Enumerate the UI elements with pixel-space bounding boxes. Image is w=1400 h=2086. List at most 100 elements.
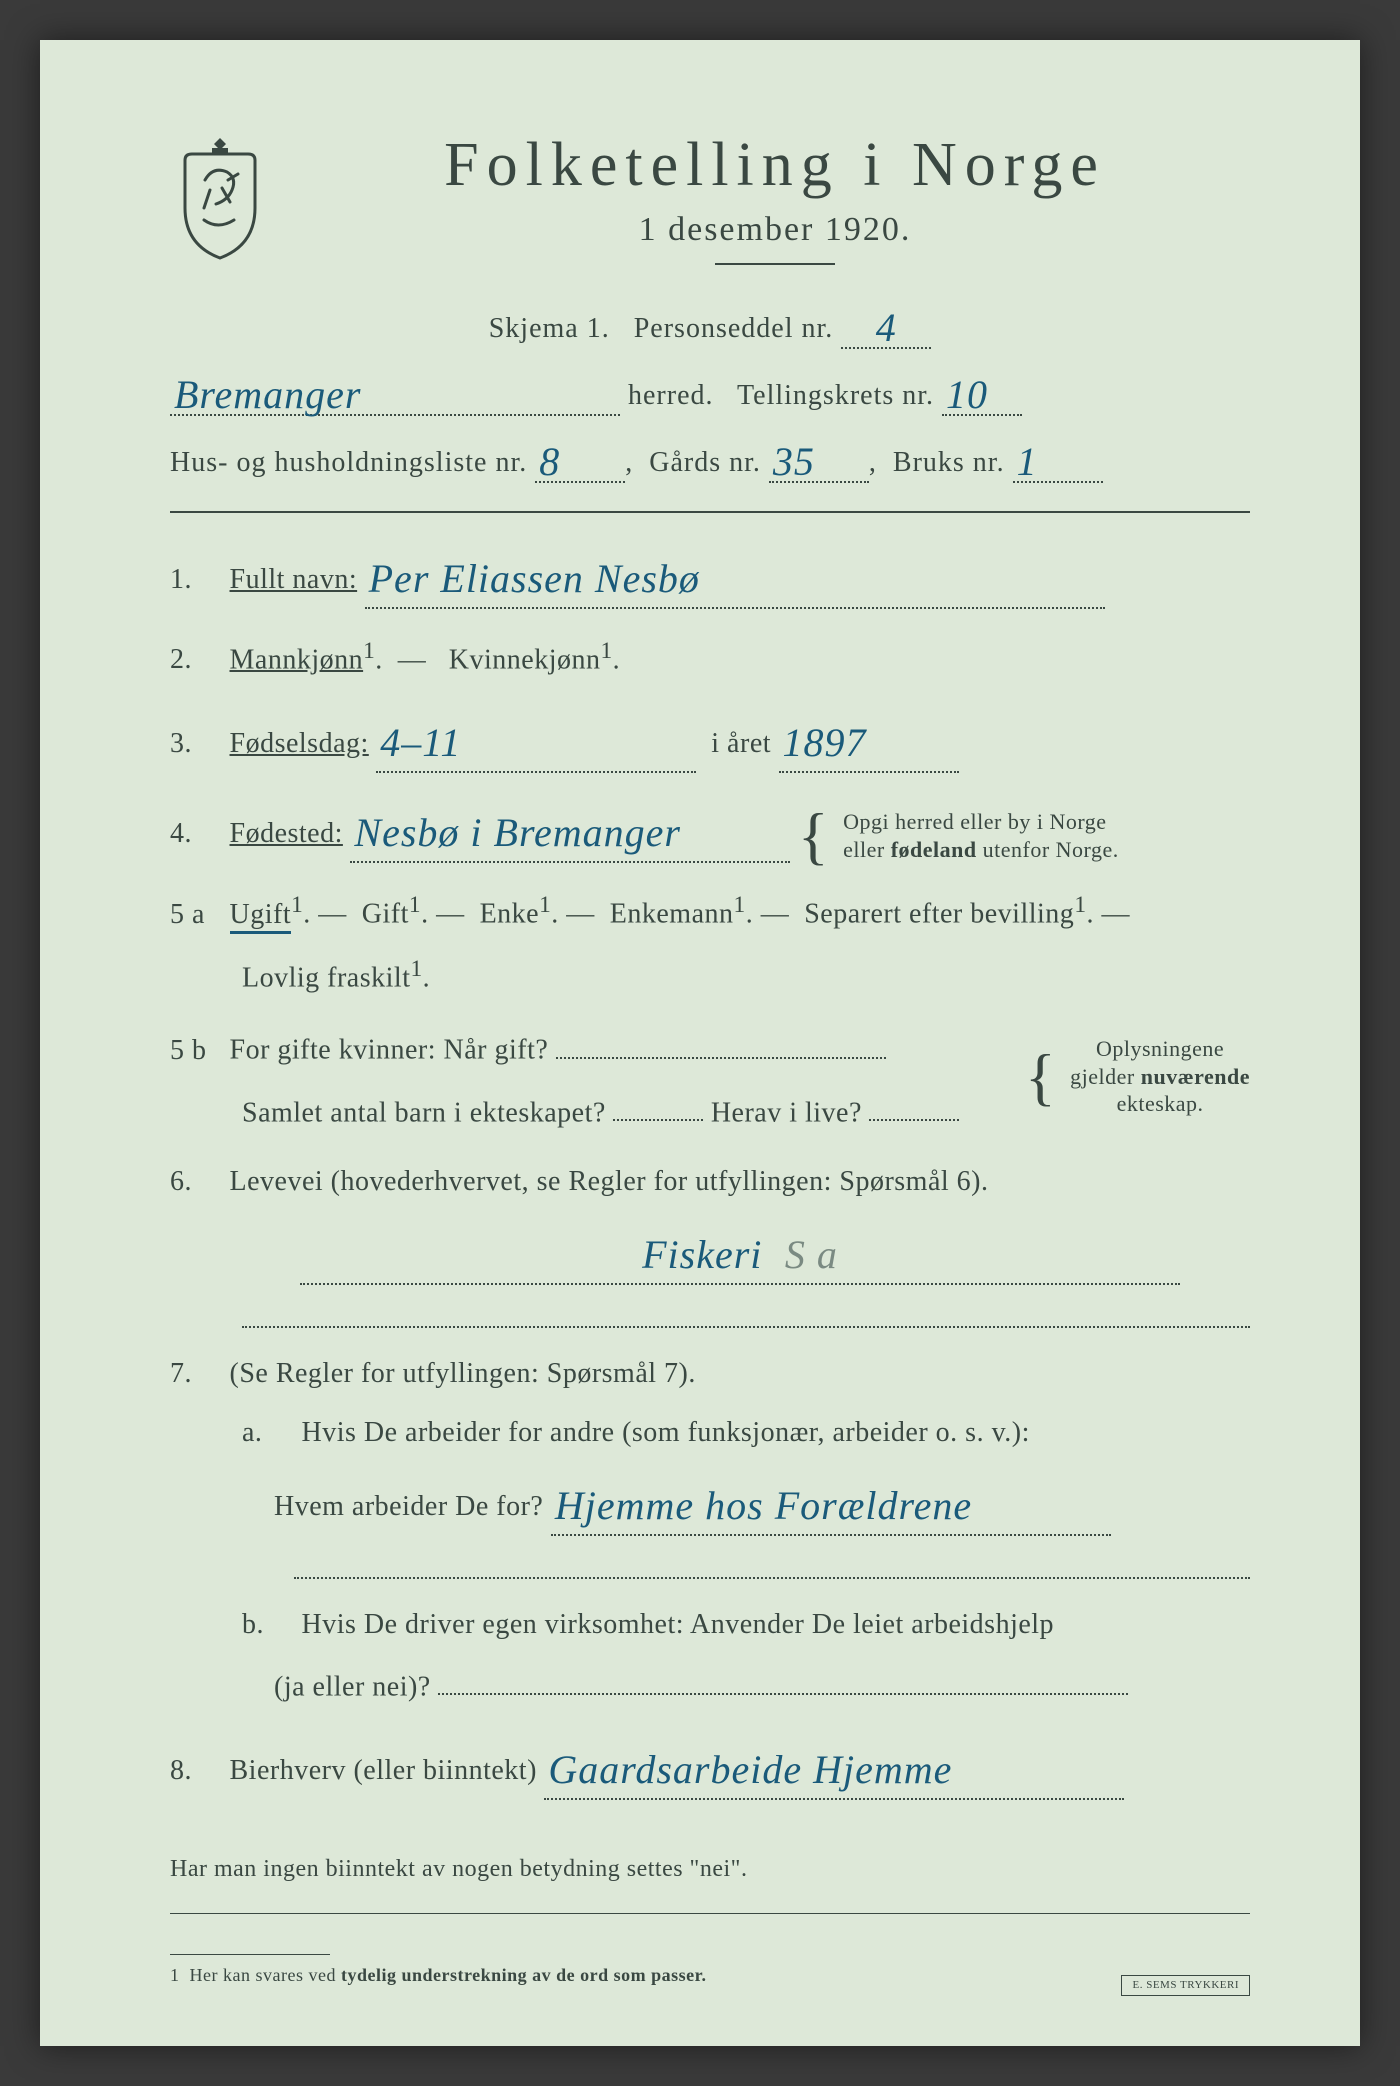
meta-block: Skjema 1. Personseddel nr. 4 Bremanger h… bbox=[170, 300, 1250, 483]
personseddel-label: Personseddel nr. bbox=[634, 313, 834, 344]
q6-value: Fiskeri bbox=[642, 1232, 762, 1277]
q7b-l1-text: Hvis De driver egen virksomhet: Anvender… bbox=[302, 1609, 1055, 1640]
gards-nr: 35 bbox=[773, 439, 815, 484]
q5b-note: Oplysningene gjelder nuværende ekteskap. bbox=[1070, 1035, 1250, 1118]
q2: 2. Mannkjønn1. — Kvinnekjønn1. bbox=[170, 633, 1250, 683]
q7b-num: b. bbox=[242, 1603, 294, 1648]
sup: 1 bbox=[1074, 892, 1086, 918]
q6-value2: S a bbox=[785, 1232, 838, 1277]
q5b-note-l1: Oplysningene bbox=[1096, 1036, 1224, 1061]
q5a-gift: Gift bbox=[362, 899, 409, 930]
husliste-label: Hus- og husholdningsliste nr. bbox=[170, 447, 527, 478]
q8-num: 8. bbox=[170, 1749, 222, 1794]
bottom-note: Har man ingen biinntekt av nogen betydni… bbox=[170, 1850, 1250, 1888]
q7: 7. (Se Regler for utfyllingen: Spørsmål … bbox=[170, 1352, 1250, 1397]
q5a: 5 a Ugift1. — Gift1. — Enke1. — Enkemann… bbox=[170, 887, 1250, 937]
q3-day: 4–11 bbox=[380, 720, 461, 765]
census-form-page: Folketelling i Norge 1 desember 1920. Sk… bbox=[40, 40, 1360, 2046]
sup: 1 bbox=[291, 892, 303, 918]
q7a-value: Hjemme hos Forældrene bbox=[555, 1483, 972, 1528]
q5a-enkemann: Enkemann bbox=[610, 899, 734, 930]
page-subtitle: 1 desember 1920. bbox=[300, 211, 1250, 249]
q4-value: Nesbø i Bremanger bbox=[354, 810, 681, 855]
coat-of-arms-icon bbox=[170, 130, 270, 260]
q1-value: Per Eliassen Nesbø bbox=[369, 556, 700, 601]
q3: 3. Fødselsdag: 4–11 i året 1897 bbox=[170, 707, 1250, 773]
q8-label: Bierhverv (eller biinntekt) bbox=[230, 1755, 537, 1786]
personseddel-nr: 4 bbox=[876, 305, 897, 350]
q6-label: Levevei (hovederhvervet, se Regler for u… bbox=[230, 1166, 989, 1197]
crest-svg bbox=[170, 130, 270, 260]
q8: 8. Bierhverv (eller biinntekt) Gaardsarb… bbox=[170, 1734, 1250, 1800]
thin-rule bbox=[170, 1913, 1250, 1914]
bruks-label: Bruks nr. bbox=[893, 447, 1005, 478]
main-rule bbox=[170, 511, 1250, 513]
q7b-l2: (ja eller nei)? bbox=[170, 1662, 1250, 1710]
q7b-l2-text: (ja eller nei)? bbox=[274, 1671, 431, 1702]
q8-value: Gaardsarbeide Hjemme bbox=[548, 1747, 952, 1792]
q7b-field bbox=[438, 1662, 1128, 1696]
sup: 1 bbox=[363, 638, 375, 664]
q6-value-line: Fiskeri S a bbox=[170, 1219, 1250, 1285]
gards-label: Gårds nr. bbox=[649, 447, 761, 478]
q5b-brace: { Oplysningene gjelder nuværende ekteska… bbox=[1025, 1035, 1250, 1118]
q2-mann: Mannkjønn bbox=[230, 644, 364, 675]
q5a-enke: Enke bbox=[480, 899, 540, 930]
sup: 1 bbox=[410, 956, 422, 982]
q5b-l2b: Herav i live? bbox=[711, 1097, 862, 1128]
title-block: Folketelling i Norge 1 desember 1920. bbox=[300, 130, 1250, 265]
schema-label: Skjema 1. bbox=[489, 313, 610, 344]
q7a-blank-line bbox=[294, 1560, 1250, 1579]
q1: 1. Fullt navn: Per Eliassen Nesbø bbox=[170, 543, 1250, 609]
q5b-barn-field bbox=[613, 1088, 703, 1122]
q2-num: 2. bbox=[170, 638, 222, 683]
q3-year: 1897 bbox=[783, 720, 867, 765]
q7-label: (Se Regler for utfyllingen: Spørsmål 7). bbox=[230, 1358, 696, 1389]
q4-brace: { Opgi herred eller by i Norge eller fød… bbox=[798, 808, 1119, 863]
q5b-note-l2: gjelder nuværende bbox=[1070, 1064, 1250, 1089]
q5b-num: 5 b bbox=[170, 1029, 222, 1074]
q5a-cont: Lovlig fraskilt1. bbox=[170, 951, 1250, 1001]
q4-note-l1: Opgi herred eller by i Norge bbox=[843, 809, 1106, 834]
q7-num: 7. bbox=[170, 1352, 222, 1397]
q5a-sep: Separert efter bevilling bbox=[804, 899, 1074, 930]
q7a-l2: Hvem arbeider De for? Hjemme hos Forældr… bbox=[170, 1470, 1250, 1536]
liste-line: Hus- og husholdningsliste nr. 8, Gårds n… bbox=[170, 434, 1250, 483]
q7a-l2-text: Hvem arbeider De for? bbox=[274, 1491, 543, 1522]
herred-line: Bremanger herred. Tellingskrets nr. 10 bbox=[170, 367, 1250, 416]
footnote: 1 Her kan svares ved tydelig understrekn… bbox=[170, 1965, 1250, 1986]
q5a-fraskilt: Lovlig fraskilt bbox=[242, 963, 410, 994]
schema-line: Skjema 1. Personseddel nr. 4 bbox=[170, 300, 1250, 349]
q1-num: 1. bbox=[170, 558, 222, 603]
husliste-nr: 8 bbox=[539, 439, 560, 484]
tellingskrets-label: Tellingskrets nr. bbox=[737, 380, 934, 411]
q4-note: Opgi herred eller by i Norge eller fødel… bbox=[843, 808, 1119, 863]
q5b-l1-text: For gifte kvinner: Når gift? bbox=[230, 1035, 549, 1066]
q7a-l1-text: Hvis De arbeider for andre (som funksjon… bbox=[302, 1417, 1030, 1448]
q1-label: Fullt navn: bbox=[230, 564, 358, 595]
q4-num: 4. bbox=[170, 812, 222, 857]
sup: 1 bbox=[539, 892, 551, 918]
q7a-l1: a. Hvis De arbeider for andre (som funks… bbox=[170, 1411, 1250, 1456]
subtitle-rule bbox=[715, 263, 835, 265]
sup: 1 bbox=[601, 638, 613, 664]
q5a-ugift: Ugift bbox=[230, 899, 292, 934]
q5a-num: 5 a bbox=[170, 893, 222, 938]
q5b-gift-field bbox=[556, 1025, 886, 1059]
q4-note-l2: eller fødeland utenfor Norge. bbox=[843, 837, 1119, 862]
q6: 6. Levevei (hovederhvervet, se Regler fo… bbox=[170, 1160, 1250, 1205]
herred-value: Bremanger bbox=[174, 372, 361, 417]
q4-label: Fødested: bbox=[230, 818, 343, 849]
herred-label: herred. bbox=[628, 380, 714, 411]
q3-year-label: i året bbox=[711, 728, 771, 759]
q7a-num: a. bbox=[242, 1411, 294, 1456]
q5b-note-l3: ekteskap. bbox=[1117, 1091, 1204, 1116]
tellingskrets-nr: 10 bbox=[946, 372, 988, 417]
footnote-rule bbox=[170, 1954, 330, 1955]
q6-blank-line bbox=[242, 1309, 1250, 1328]
sup: 1 bbox=[734, 892, 746, 918]
q5b-l1: 5 b For gifte kvinner: Når gift? { Oplys… bbox=[170, 1025, 1250, 1073]
page-title: Folketelling i Norge bbox=[300, 130, 1250, 201]
q4: 4. Fødested: Nesbø i Bremanger { Opgi he… bbox=[170, 797, 1250, 863]
header: Folketelling i Norge 1 desember 1920. bbox=[170, 130, 1250, 265]
